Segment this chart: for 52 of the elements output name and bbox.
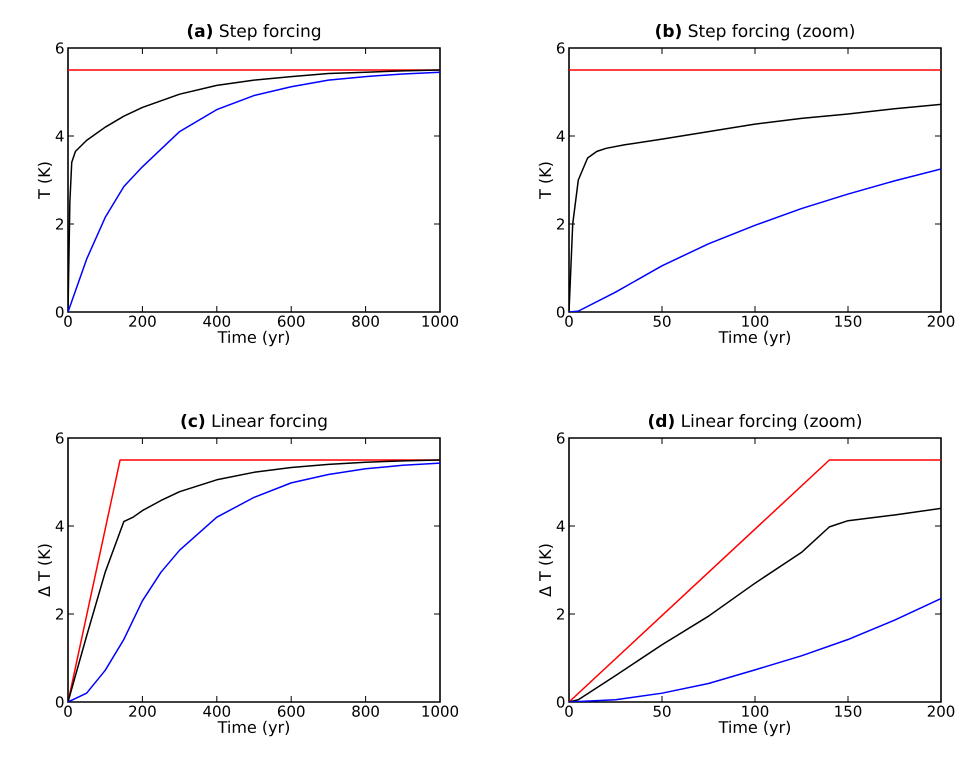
x-tick-label: 100 [742,316,768,327]
y-tick-label: 0 [56,696,64,708]
y-tick-label: 2 [56,608,63,620]
y-axis-title: Δ T (K) [538,544,554,597]
y-axis-title: T (K) [38,162,52,199]
y-tick-label: 4 [556,520,565,532]
y-axis-title: Δ T (K) [38,544,52,597]
y-tick-label: 6 [56,42,64,54]
line-series [569,168,941,312]
x-tick-label: 800 [352,316,379,327]
y-tick-label: 2 [557,608,564,620]
y-tick-label: 4 [56,520,64,532]
x-tick-label: 200 [928,706,954,717]
x-axis-title: Time (yr) [218,720,290,736]
x-axis-title: Time (yr) [718,330,790,346]
y-tick-label: 0 [56,306,64,318]
chart-title: (c) Linear forcing [182,414,326,430]
chart-title: (b) Step forcing (zoom) [656,24,854,40]
x-tick-label: 1000 [422,316,458,327]
line-series [569,598,941,702]
x-tick-label: 1000 [422,706,458,717]
x-tick-label: 150 [835,706,862,717]
chart-title: (d) Linear forcing (zoom) [648,414,862,430]
x-tick-label: 0 [64,706,72,717]
y-tick-label: 0 [556,306,564,318]
x-tick-label: 0 [64,316,72,327]
x-tick-label: 100 [742,706,768,717]
y-tick-label: 2 [56,218,63,230]
x-tick-label: 600 [278,706,305,717]
x-axis-title: Time (yr) [218,330,290,346]
x-tick-label: 150 [835,316,862,327]
x-tick-label: 400 [203,316,230,327]
y-tick-label: 6 [556,42,565,54]
y-axis-title: T (K) [538,162,554,199]
x-tick-label: 50 [654,706,671,717]
y-tick-label: 4 [56,130,64,142]
y-tick-label: 6 [556,432,565,444]
x-axis-title: Time (yr) [718,720,790,736]
chart-title: (a) Step forcing [188,24,320,40]
x-tick-label: 200 [928,316,954,327]
x-tick-label: 200 [129,316,156,327]
x-tick-label: 800 [352,706,379,717]
x-tick-label: 600 [278,316,305,327]
x-tick-label: 0 [565,706,573,717]
y-tick-label: 0 [556,696,564,708]
x-tick-label: 400 [203,706,230,717]
y-tick-label: 4 [556,130,565,142]
x-tick-label: 200 [129,706,156,717]
y-tick-label: 6 [56,432,64,444]
x-tick-label: 0 [565,316,573,327]
y-tick-label: 2 [557,218,564,230]
x-tick-label: 50 [654,316,671,327]
